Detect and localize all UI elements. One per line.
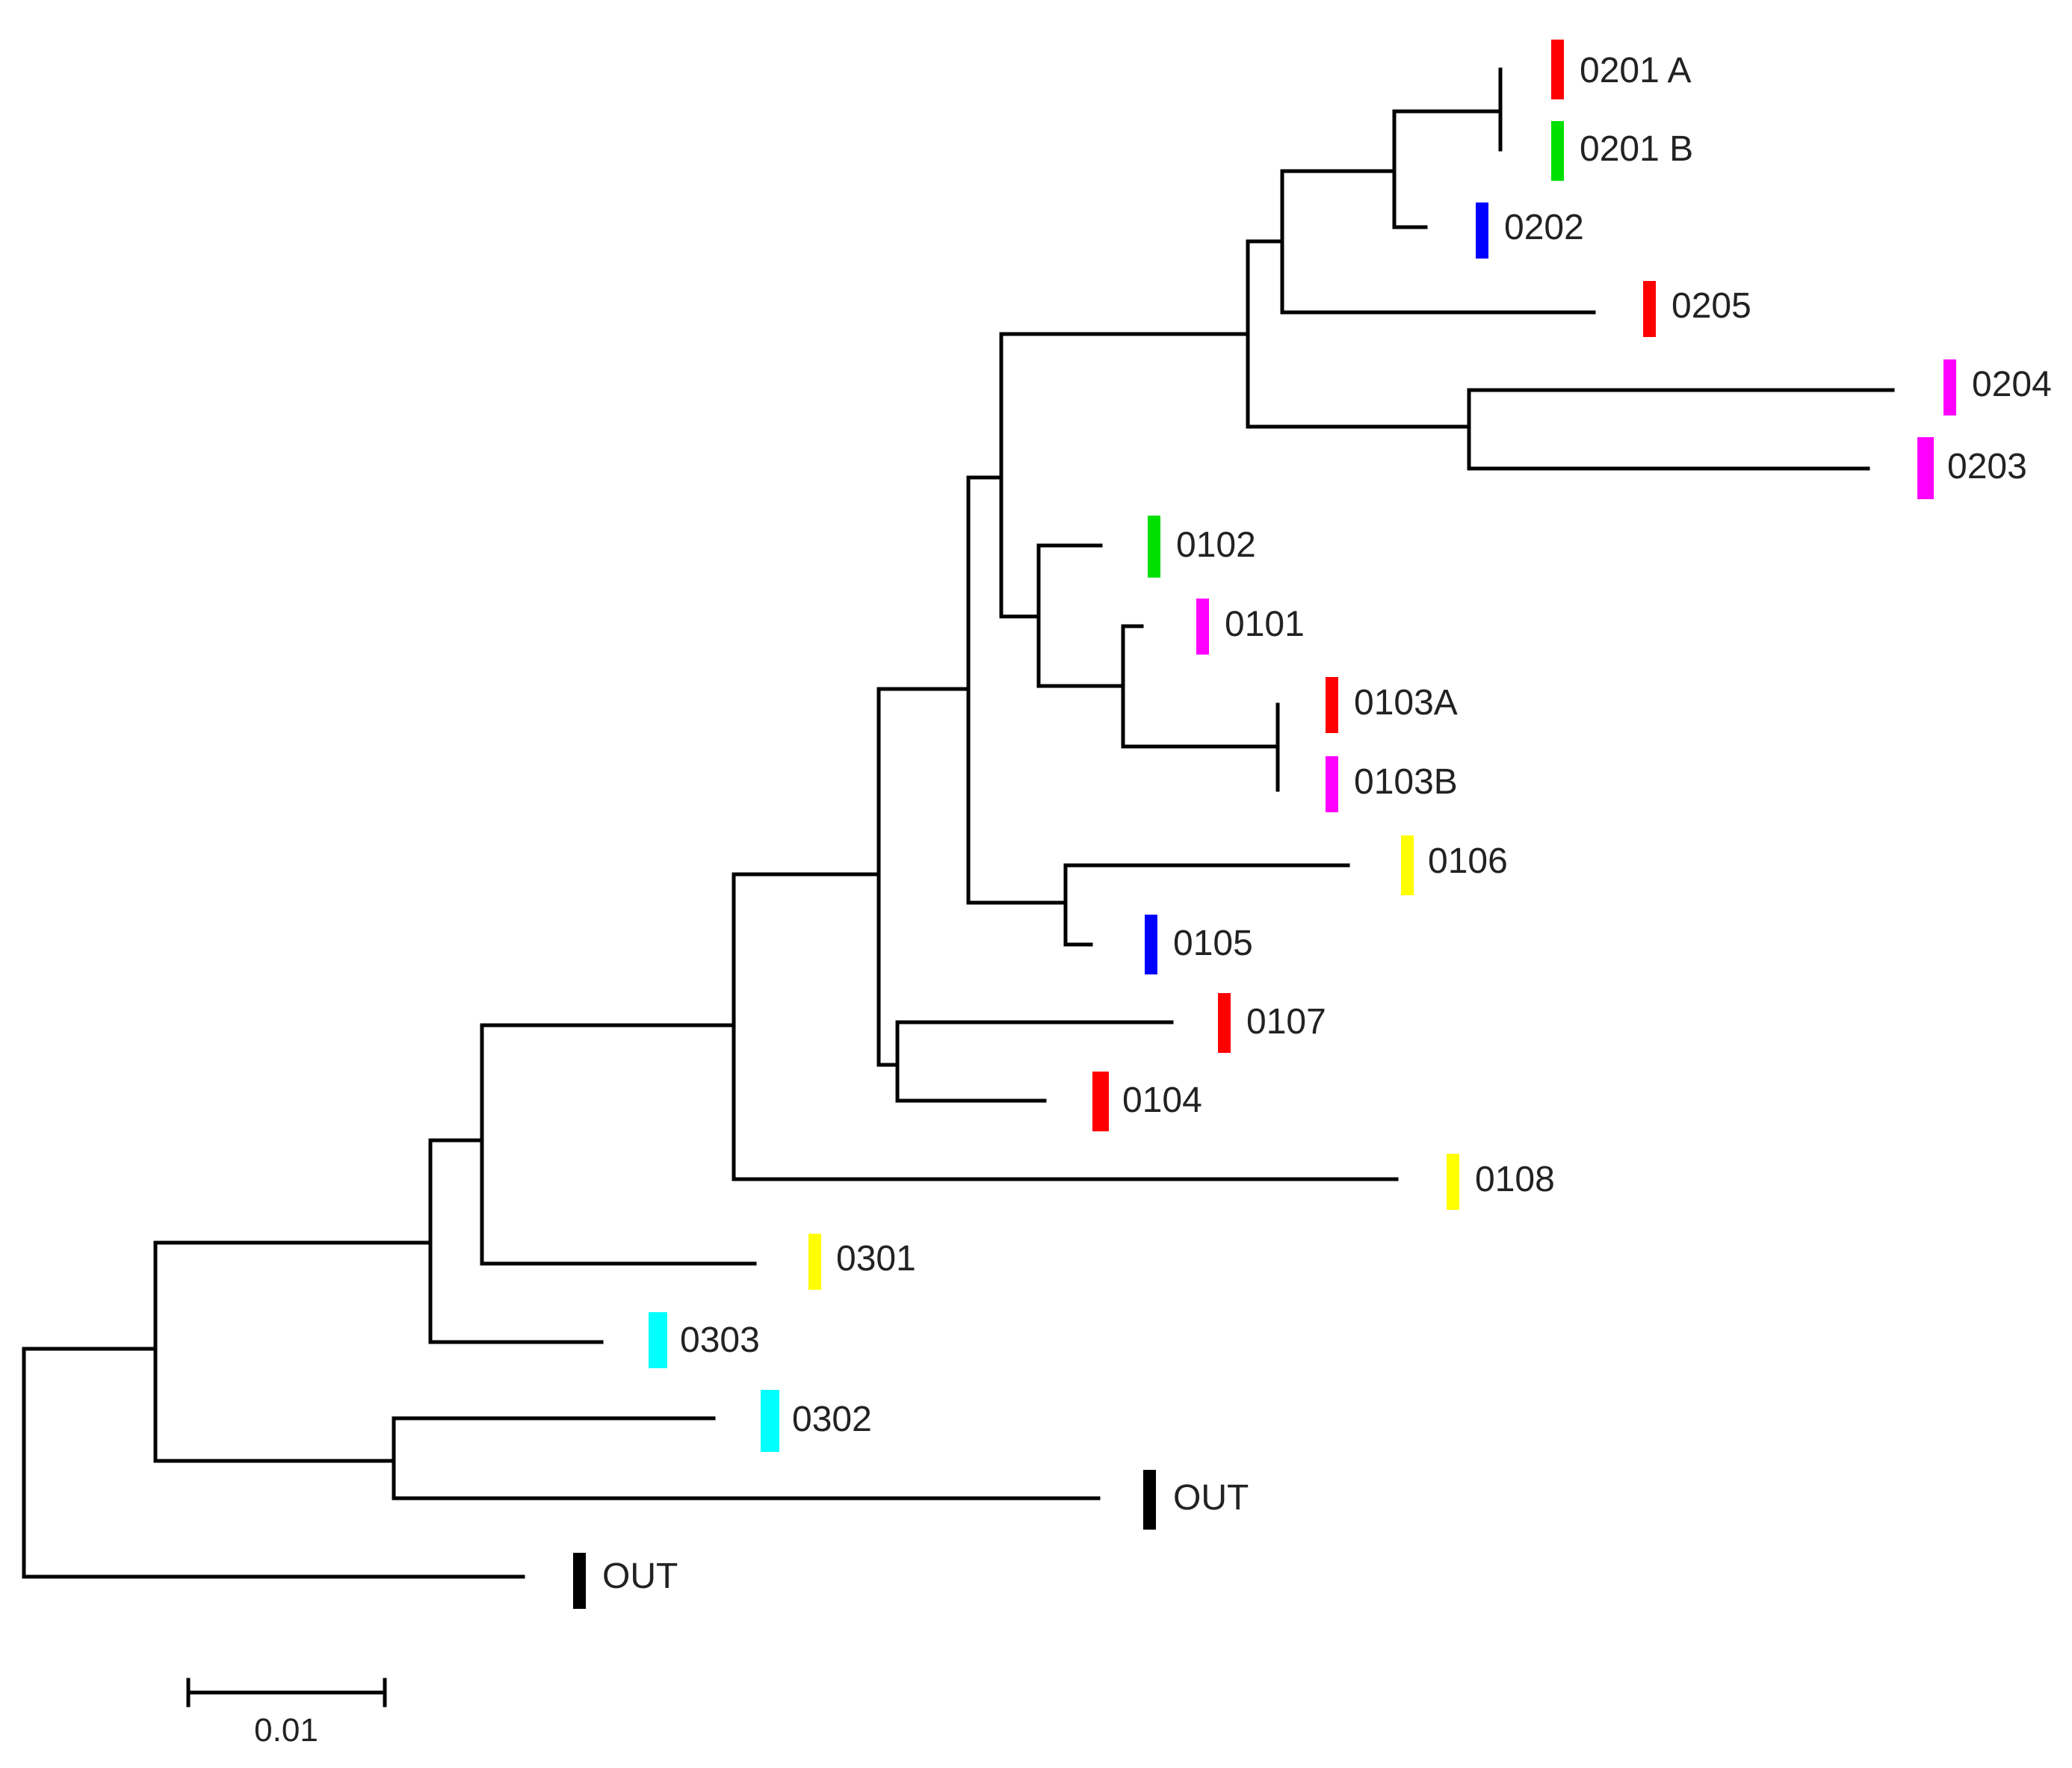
leaf-marker-0102	[1148, 516, 1160, 578]
leaf-label-out-lower: OUT	[602, 1557, 678, 1596]
leaf-label-0105: 0105	[1173, 924, 1253, 963]
leaf-label-0104: 0104	[1122, 1081, 1202, 1120]
leaf-marker-0203	[1917, 437, 1934, 499]
leaf-label-0303: 0303	[680, 1320, 760, 1360]
leaf-marker-0104	[1092, 1072, 1109, 1131]
leaf-label-0102: 0102	[1176, 525, 1256, 565]
leaf-label-0202: 0202	[1504, 208, 1584, 247]
leaf-label-0205: 0205	[1671, 286, 1751, 326]
leaf-label-0103A: 0103A	[1354, 683, 1458, 723]
leaf-marker-0201A	[1551, 40, 1564, 99]
leaf-marker-0108	[1447, 1154, 1459, 1210]
leaf-label-0204: 0204	[1972, 365, 2052, 404]
leaf-marker-0303	[649, 1312, 667, 1368]
leaf-label-0107: 0107	[1246, 1002, 1326, 1042]
leaf-marker-0103A	[1326, 677, 1338, 733]
leaf-marker-0205	[1643, 281, 1656, 337]
leaf-label-0201A: 0201 A	[1580, 51, 1691, 90]
leaf-marker-0107	[1218, 993, 1231, 1053]
leaf-marker-0105	[1145, 915, 1157, 974]
leaf-marker-0202	[1476, 203, 1488, 259]
leaf-label-0101: 0101	[1225, 605, 1305, 644]
leaf-label-0203: 0203	[1947, 447, 2027, 486]
leaf-markers	[573, 40, 1956, 1609]
scale-bar-label: 0.01	[254, 1712, 318, 1749]
leaf-label-0302: 0302	[792, 1400, 872, 1439]
leaf-label-0201B: 0201 B	[1580, 129, 1693, 169]
leaf-marker-0103B	[1326, 756, 1338, 812]
leaf-marker-out-lower	[573, 1553, 586, 1609]
scale-bar: 0.01	[186, 1678, 387, 1749]
leaf-label-0301: 0301	[836, 1239, 916, 1279]
leaf-marker-0204	[1943, 359, 1956, 415]
leaf-label-0103B: 0103B	[1354, 762, 1458, 802]
leaf-marker-0302	[761, 1390, 779, 1452]
leaf-marker-0101	[1196, 599, 1209, 655]
leaf-label-0106: 0106	[1428, 841, 1508, 881]
leaf-marker-out-upper	[1143, 1470, 1156, 1530]
leaf-labels: 0201 A 0201 B 0202 0205 0204 0203 0102 0…	[602, 51, 2052, 1596]
leaf-label-0108: 0108	[1475, 1160, 1555, 1199]
leaf-marker-0301	[808, 1234, 821, 1290]
tree-branches	[22, 67, 1895, 1579]
leaf-marker-0201B	[1551, 121, 1564, 181]
leaf-marker-0106	[1401, 835, 1414, 895]
leaf-label-out-upper: OUT	[1173, 1478, 1249, 1518]
